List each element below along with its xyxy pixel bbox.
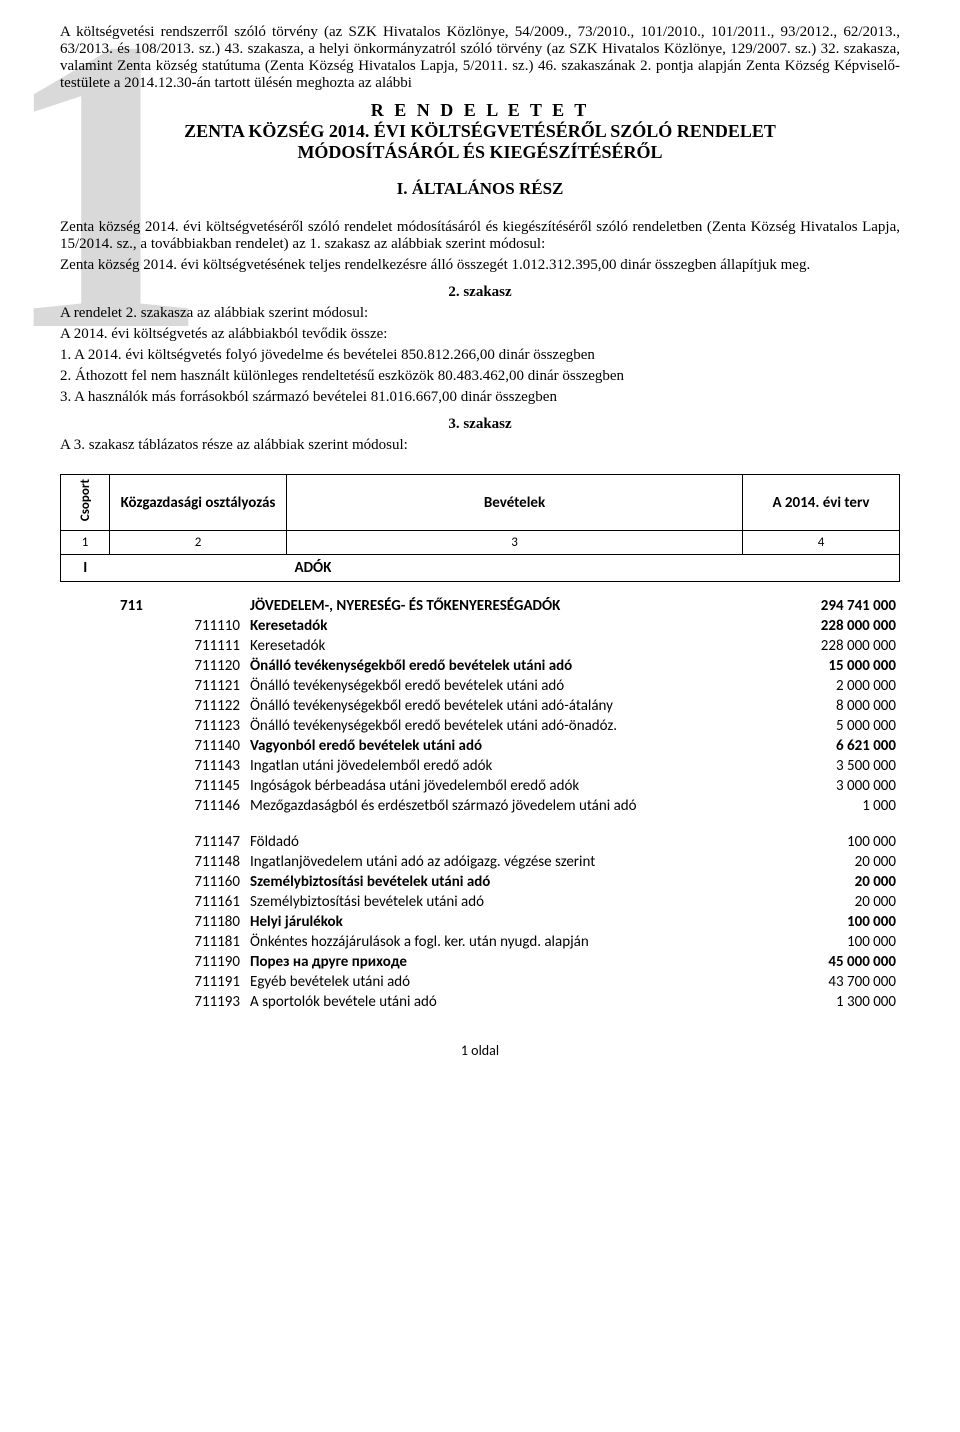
row-code: 711181 xyxy=(60,932,246,952)
budget-table: 711JÖVEDELEM-, NYERESÉG- ÉS TŐKENYERESÉG… xyxy=(60,596,900,1012)
row-amount: 100 000 xyxy=(772,932,900,952)
document-content: A költségvetési rendszerről szóló törvén… xyxy=(60,24,900,1059)
row-code: 711 xyxy=(60,596,246,616)
row-label: Ingatlanjövedelem utáni adó az adóigazg.… xyxy=(246,852,772,872)
row-label: Személybiztosítási bevételek utáni adó xyxy=(246,892,772,912)
row-amount: 8 000 000 xyxy=(772,696,900,716)
row-label: Порез на друге приходе xyxy=(246,952,772,972)
row-amount: 100 000 xyxy=(772,912,900,932)
col-csoport: Csoport xyxy=(61,475,110,531)
row-code: 711148 xyxy=(60,852,246,872)
row-amount: 228 000 000 xyxy=(772,636,900,656)
sz2-list-3: 3. A használók más forrásokból származó … xyxy=(60,389,900,406)
row-label: Személybiztosítási bevételek utáni adó xyxy=(246,872,772,892)
paragraph-intro2a: Zenta község 2014. évi költségvetéséről … xyxy=(60,219,900,253)
szakasz-2-head: 2. szakasz xyxy=(60,284,900,301)
row-label: Egyéb bevételek utáni adó xyxy=(246,972,772,992)
row-amount: 43 700 000 xyxy=(772,972,900,992)
row-label: Önálló tevékenységekből eredő bevételek … xyxy=(246,656,772,676)
page-footer: 1 oldal xyxy=(60,1042,900,1059)
row-amount: 20 000 xyxy=(772,852,900,872)
row-label: Ingóságok bérbeadása utáni jövedelemből … xyxy=(246,776,772,796)
row-label: A sportolók bevétele utáni adó xyxy=(246,992,772,1012)
row-code: 711140 xyxy=(60,736,246,756)
row-amount: 3 000 000 xyxy=(772,776,900,796)
row-amount: 5 000 000 xyxy=(772,716,900,736)
row-amount: 45 000 000 xyxy=(772,952,900,972)
row-amount: 1 300 000 xyxy=(772,992,900,1012)
row-label: Önálló tevékenységekből eredő bevételek … xyxy=(246,696,772,716)
row-code: 711180 xyxy=(60,912,246,932)
row-label: Keresetadók xyxy=(246,636,772,656)
colnum-4: 4 xyxy=(743,531,900,555)
row-amount: 20 000 xyxy=(772,872,900,892)
title-line-3: MÓDOSÍTÁSÁRÓL ÉS KIEGÉSZÍTÉSÉRŐL xyxy=(60,142,900,163)
col-bevetelek: Bevételek xyxy=(287,475,743,531)
row-amount: 20 000 xyxy=(772,892,900,912)
row-amount: 3 500 000 xyxy=(772,756,900,776)
row-code: 711122 xyxy=(60,696,246,716)
row-code: 711147 xyxy=(60,832,246,852)
row-code: 711193 xyxy=(60,992,246,1012)
title-line-1: R E N D E L E T E T xyxy=(60,100,900,121)
row-code: 711161 xyxy=(60,892,246,912)
row-amount: 100 000 xyxy=(772,832,900,852)
adok-I: I xyxy=(61,555,110,582)
row-code: 711120 xyxy=(60,656,246,676)
row-code: 711143 xyxy=(60,756,246,776)
colnum-1: 1 xyxy=(61,531,110,555)
col-terv: A 2014. évi terv xyxy=(743,475,900,531)
row-code: 711123 xyxy=(60,716,246,736)
row-label: Önálló tevékenységekből eredő bevételek … xyxy=(246,716,772,736)
row-label: Önálló tevékenységekből eredő bevételek … xyxy=(246,676,772,696)
row-label: Keresetadók xyxy=(246,616,772,636)
row-code: 711111 xyxy=(60,636,246,656)
adok-label: ADÓK xyxy=(287,555,743,582)
row-code: 711110 xyxy=(60,616,246,636)
col-kozgazd: Közgazdasági osztályozás xyxy=(110,475,287,531)
row-label: Földadó xyxy=(246,832,772,852)
title-line-2: ZENTA KÖZSÉG 2014. ÉVI KÖLTSÉGVETÉSÉRŐL … xyxy=(60,121,900,142)
colnum-3: 3 xyxy=(287,531,743,555)
row-code: 711145 xyxy=(60,776,246,796)
row-amount: 228 000 000 xyxy=(772,616,900,636)
row-label: Vagyonból eredő bevételek utáni adó xyxy=(246,736,772,756)
row-label: Önkéntes hozzájárulások a fogl. ker. utá… xyxy=(246,932,772,952)
row-amount: 2 000 000 xyxy=(772,676,900,696)
row-amount: 294 741 000 xyxy=(772,596,900,616)
row-amount: 15 000 000 xyxy=(772,656,900,676)
sz3-line-a: A 3. szakasz táblázatos része az alábbia… xyxy=(60,437,900,454)
row-code: 711191 xyxy=(60,972,246,992)
row-code: 711121 xyxy=(60,676,246,696)
sz2-list-2: 2. Áthozott fel nem használt különleges … xyxy=(60,368,900,385)
row-code: 711146 xyxy=(60,796,246,816)
row-label: JÖVEDELEM-, NYERESÉG- ÉS TŐKENYERESÉGADÓ… xyxy=(246,596,772,616)
row-amount: 1 000 xyxy=(772,796,900,816)
row-code: 711190 xyxy=(60,952,246,972)
row-amount: 6 621 000 xyxy=(772,736,900,756)
sz2-list-1: 1. A 2014. évi költségvetés folyó jövede… xyxy=(60,347,900,364)
row-label: Mezőgazdaságból és erdészetből származó … xyxy=(246,796,772,816)
title-block: R E N D E L E T E T ZENTA KÖZSÉG 2014. É… xyxy=(60,100,900,163)
paragraph-intro2b: Zenta község 2014. évi költségvetésének … xyxy=(60,257,900,274)
row-label: Ingatlan utáni jövedelemből eredő adók xyxy=(246,756,772,776)
intro-paragraph: A költségvetési rendszerről szóló törvén… xyxy=(60,24,900,92)
row-code: 711160 xyxy=(60,872,246,892)
section-heading: I. ÁLTALÁNOS RÉSZ xyxy=(60,179,900,199)
szakasz-3-head: 3. szakasz xyxy=(60,416,900,433)
sz2-line-b: A 2014. évi költségvetés az alábbiakból … xyxy=(60,326,900,343)
row-label: Helyi járulékok xyxy=(246,912,772,932)
header-table: Csoport Közgazdasági osztályozás Bevétel… xyxy=(60,474,900,582)
colnum-2: 2 xyxy=(110,531,287,555)
sz2-line-a: A rendelet 2. szakasza az alábbiak szeri… xyxy=(60,305,900,322)
csoport-label: Csoport xyxy=(78,479,93,521)
